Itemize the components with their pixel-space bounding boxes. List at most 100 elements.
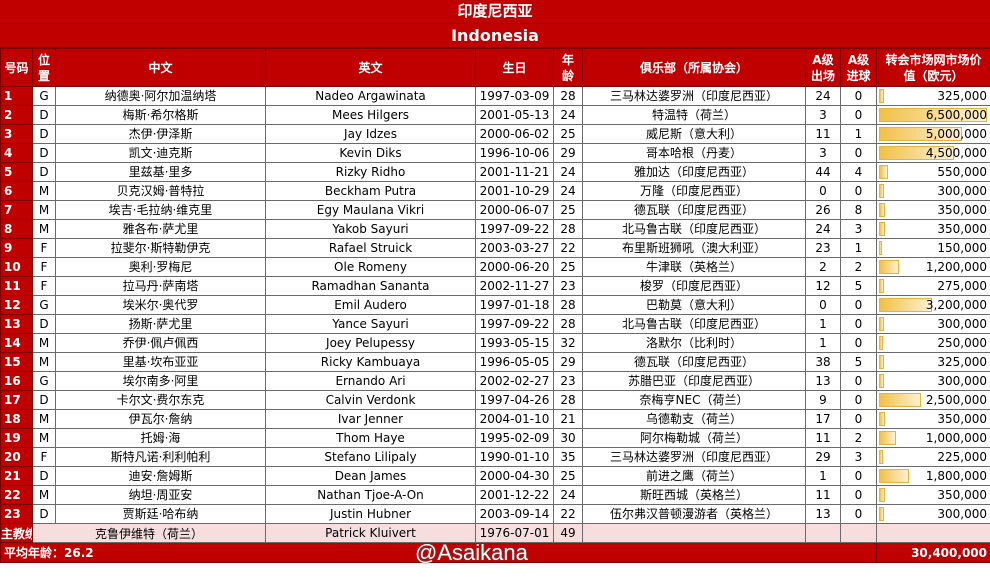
cell-pos: M [32,200,56,220]
cell-birth: 1995-02-09 [475,428,554,448]
cell-pos: M [32,409,56,429]
cell-value: 325,000 [876,352,990,372]
cell-goals: 0 [840,371,877,391]
value-bar [879,317,884,331]
value-bar [879,165,889,179]
cell-club: 北马鲁古联（印度尼西亚） [582,219,806,239]
cell-num: 20 [0,447,33,467]
cell-cn: 杰伊·伊泽斯 [55,124,266,144]
cell-en: Joey Pelupessy [265,333,476,353]
cell-goals: 0 [840,181,877,201]
cell-value: 550,000 [876,162,990,182]
cell-pos: F [32,238,56,258]
cell-pos: D [32,105,56,125]
header-en: 英文 [265,48,476,87]
cell-birth: 1997-01-18 [475,295,554,315]
cell-value: 150,000 [876,238,990,258]
cell-caps: 23 [805,238,841,258]
cell-goals: 0 [840,86,877,106]
value-bar [879,146,954,160]
cell-pos: D [32,162,56,182]
cell-age: 21 [553,409,583,429]
coach-label: 主教练 [0,523,33,543]
cell-caps: 9 [805,390,841,410]
cell-goals: 0 [840,504,877,524]
cell-birth: 1993-05-15 [475,333,554,353]
cell-birth: 2002-11-27 [475,276,554,296]
player-row: 23 D 贾斯廷·哈布纳 Justin Hubner 2003-09-14 22 伍尔弗汉普… [0,504,990,524]
cell-pos: D [32,143,56,163]
cell-cn: 梅斯·希尔格斯 [55,105,266,125]
cell-caps: 13 [805,504,841,524]
cell-caps: 26 [805,200,841,220]
cell-caps: 1 [805,333,841,353]
value-text: 275,000 [937,279,987,293]
cell-pos: D [32,124,56,144]
player-row: 16 G 埃尔南多·阿里 Ernando Ari 2002-02-27 23 苏腊巴亚（印度… [0,371,990,391]
cell-age: 35 [553,447,583,467]
cell-num: 16 [0,371,33,391]
coach-cn: 克鲁伊维特（荷兰） [32,523,266,543]
cell-num: 18 [0,409,33,429]
cell-caps: 29 [805,447,841,467]
cell-caps: 12 [805,276,841,296]
player-row: 20 F 斯特凡诺·利利帕利 Stefano Lilipaly 1990-01-10 35… [0,447,990,467]
cell-caps: 13 [805,371,841,391]
value-bar [879,412,885,426]
cell-club: 哥本哈根（丹麦） [582,143,806,163]
player-row: 5 D 里兹基·里多 Rizky Ridho 2001-11-21 24 雅加达（印度尼西亚… [0,162,990,182]
cell-en: Ricky Kambuaya [265,352,476,372]
value-bar [879,279,884,293]
cell-caps: 24 [805,86,841,106]
cell-num: 23 [0,504,33,524]
value-bar [879,203,885,217]
cell-num: 13 [0,314,33,334]
cell-en: Thom Haye [265,428,476,448]
cell-age: 24 [553,181,583,201]
cell-cn: 扬斯·萨尤里 [55,314,266,334]
cell-caps: 17 [805,409,841,429]
cell-age: 28 [553,295,583,315]
cell-pos: M [32,352,56,372]
cell-num: 8 [0,219,33,239]
cell-value: 350,000 [876,200,990,220]
cell-cn: 贾斯廷·哈布纳 [55,504,266,524]
cell-value: 300,000 [876,181,990,201]
cell-num: 2 [0,105,33,125]
cell-goals: 5 [840,352,877,372]
cell-birth: 1996-05-05 [475,352,554,372]
cell-birth: 2001-10-29 [475,181,554,201]
cell-num: 4 [0,143,33,163]
cell-caps: 11 [805,485,841,505]
average-age: 平均年龄：26.2 [0,542,583,563]
cell-age: 28 [553,390,583,410]
value-text: 325,000 [937,89,987,103]
cell-age: 24 [553,162,583,182]
cell-goals: 0 [840,314,877,334]
cell-goals: 3 [840,219,877,239]
cell-club: 威尼斯（意大利） [582,124,806,144]
cell-pos: G [32,86,56,106]
cell-age: 25 [553,466,583,486]
watermark: @Asaikana [415,540,528,565]
cell-birth: 2001-12-22 [475,485,554,505]
cell-caps: 3 [805,143,841,163]
cell-num: 5 [0,162,33,182]
cell-num: 12 [0,295,33,315]
cell-age: 23 [553,276,583,296]
cell-goals: 2 [840,428,877,448]
cell-cn: 伊瓦尔·詹纳 [55,409,266,429]
player-row: 14 M 乔伊·佩卢佩西 Joey Pelupessy 1993-05-15 32 洛默尔（… [0,333,990,353]
cell-cn: 凯文·迪克斯 [55,143,266,163]
cell-age: 25 [553,200,583,220]
cell-club: 北马鲁古联（印度尼西亚） [582,314,806,334]
cell-birth: 1990-01-10 [475,447,554,467]
cell-en: Rafael Struick [265,238,476,258]
cell-age: 32 [553,333,583,353]
cell-value: 1,800,000 [876,466,990,486]
cell-pos: D [32,504,56,524]
cell-en: Jay Idzes [265,124,476,144]
squad-sheet: 印度尼西亚 Indonesia 号码 位置 中文 英文 生日 年龄 俱乐部（所属… [0,0,990,563]
cell-pos: F [32,447,56,467]
cell-goals: 0 [840,143,877,163]
